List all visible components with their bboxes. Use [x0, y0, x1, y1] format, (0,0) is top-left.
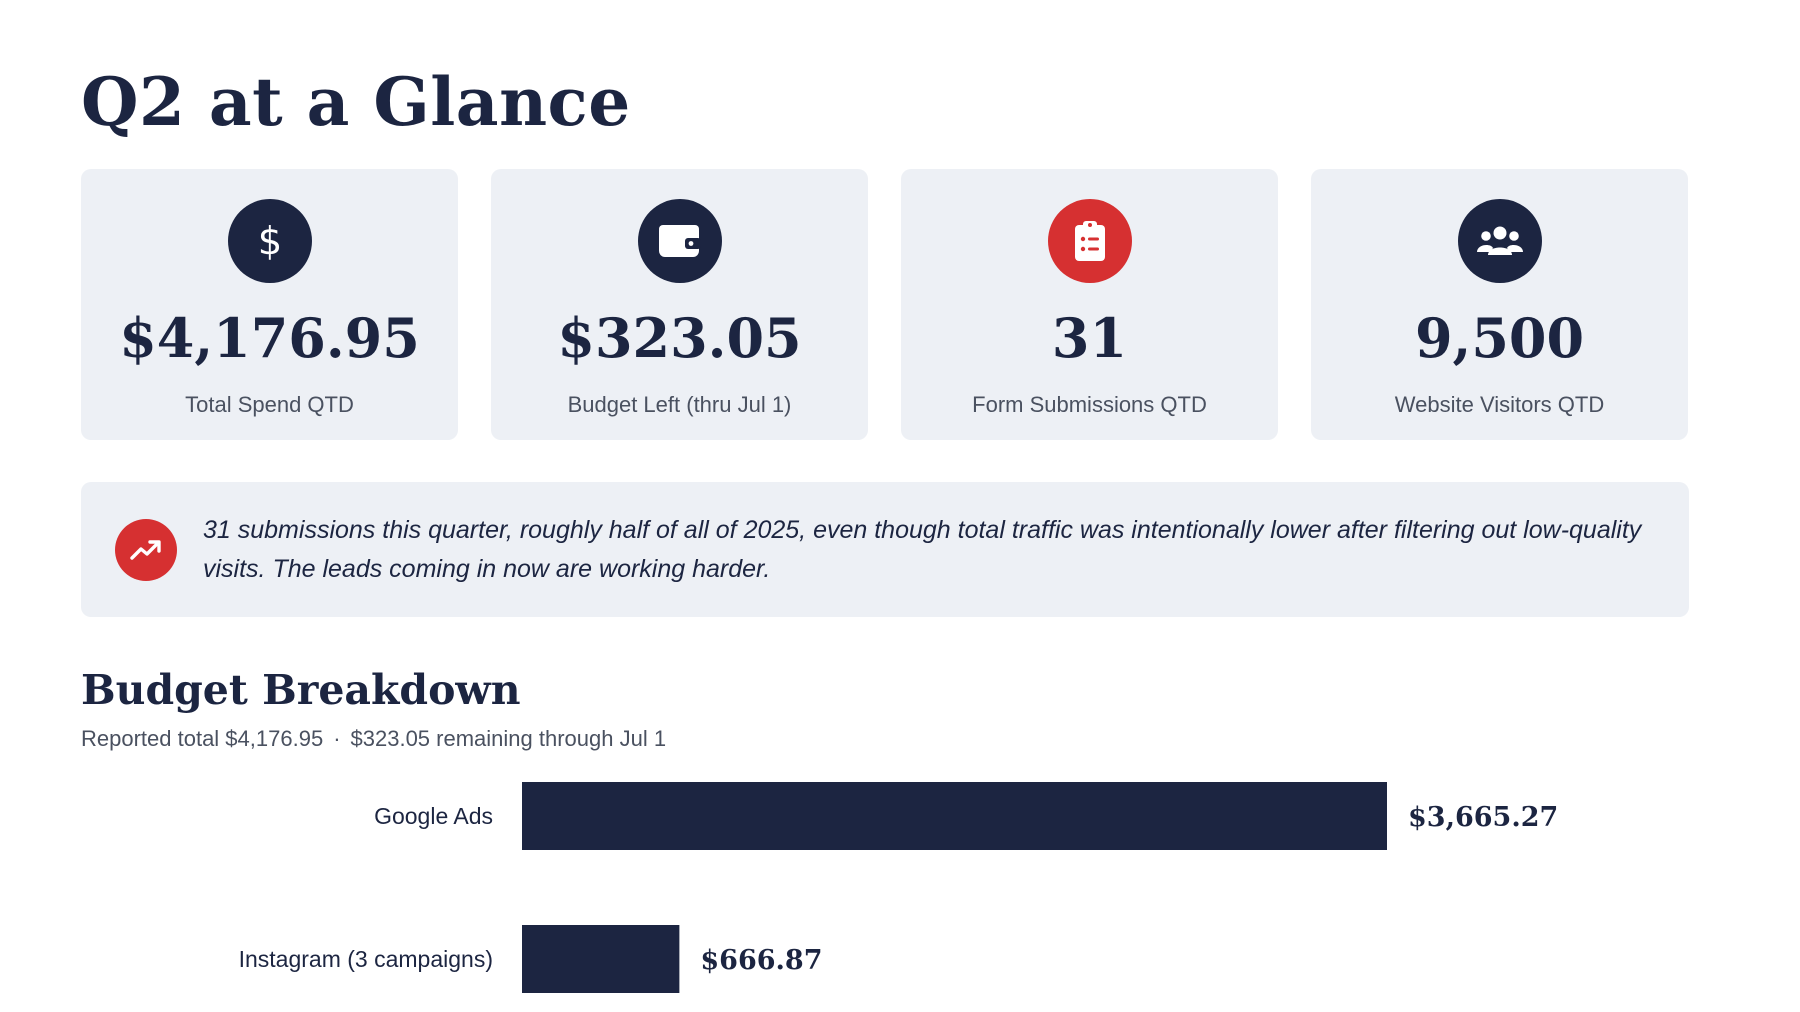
kpi-value: $323.05: [557, 306, 802, 370]
bar-value-label: $666.87: [700, 945, 822, 976]
subtitle-total: Reported total $4,176.95: [81, 726, 324, 751]
svg-text:$: $: [257, 219, 282, 263]
bar: [522, 782, 1387, 850]
bar: [522, 925, 680, 993]
kpi-label: Form Submissions QTD: [972, 392, 1207, 417]
page-title: Q2 at a Glance: [81, 63, 631, 141]
section-subtitle: Reported total $4,176.95 · $323.05 remaini…: [81, 724, 666, 754]
kpi-label: Budget Left (thru Jul 1): [567, 392, 792, 417]
kpi-card-budget-left: $323.05 Budget Left (thru Jul 1): [491, 169, 868, 440]
subtitle-remaining: $323.05 remaining through Jul 1: [350, 726, 667, 751]
kpi-card-total-spend: $ $4,176.95 Total Spend QTD: [81, 169, 458, 440]
insight-callout: 31 submissions this quarter, roughly hal…: [81, 482, 1689, 617]
section-title: Budget Breakdown: [81, 666, 521, 714]
kpi-row: $ $4,176.95 Total Spend QTD $323.05 Budg…: [81, 169, 1688, 440]
bar-value-label: $3,665.27: [1408, 802, 1558, 833]
wallet-icon: [637, 199, 722, 283]
insight-text: 31 submissions this quarter, roughly hal…: [203, 515, 1642, 583]
users-icon: [1457, 199, 1542, 283]
bar-category-label: Instagram (3 campaigns): [239, 946, 493, 972]
clipboard-list-icon: [1047, 199, 1132, 283]
kpi-value: 9,500: [1414, 306, 1585, 370]
kpi-value: $4,176.95: [119, 306, 420, 370]
trending-up-icon: [115, 518, 177, 581]
bar-category-label: Google Ads: [374, 803, 493, 829]
kpi-label: Website Visitors QTD: [1394, 392, 1605, 417]
dollar-icon: $: [227, 199, 312, 283]
subtitle-separator: ·: [333, 726, 341, 751]
kpi-label: Total Spend QTD: [185, 392, 354, 417]
kpi-card-website-visitors: 9,500 Website Visitors QTD: [1311, 169, 1688, 440]
kpi-value: 31: [1051, 306, 1128, 370]
kpi-card-form-submissions: 31 Form Submissions QTD: [901, 169, 1278, 440]
